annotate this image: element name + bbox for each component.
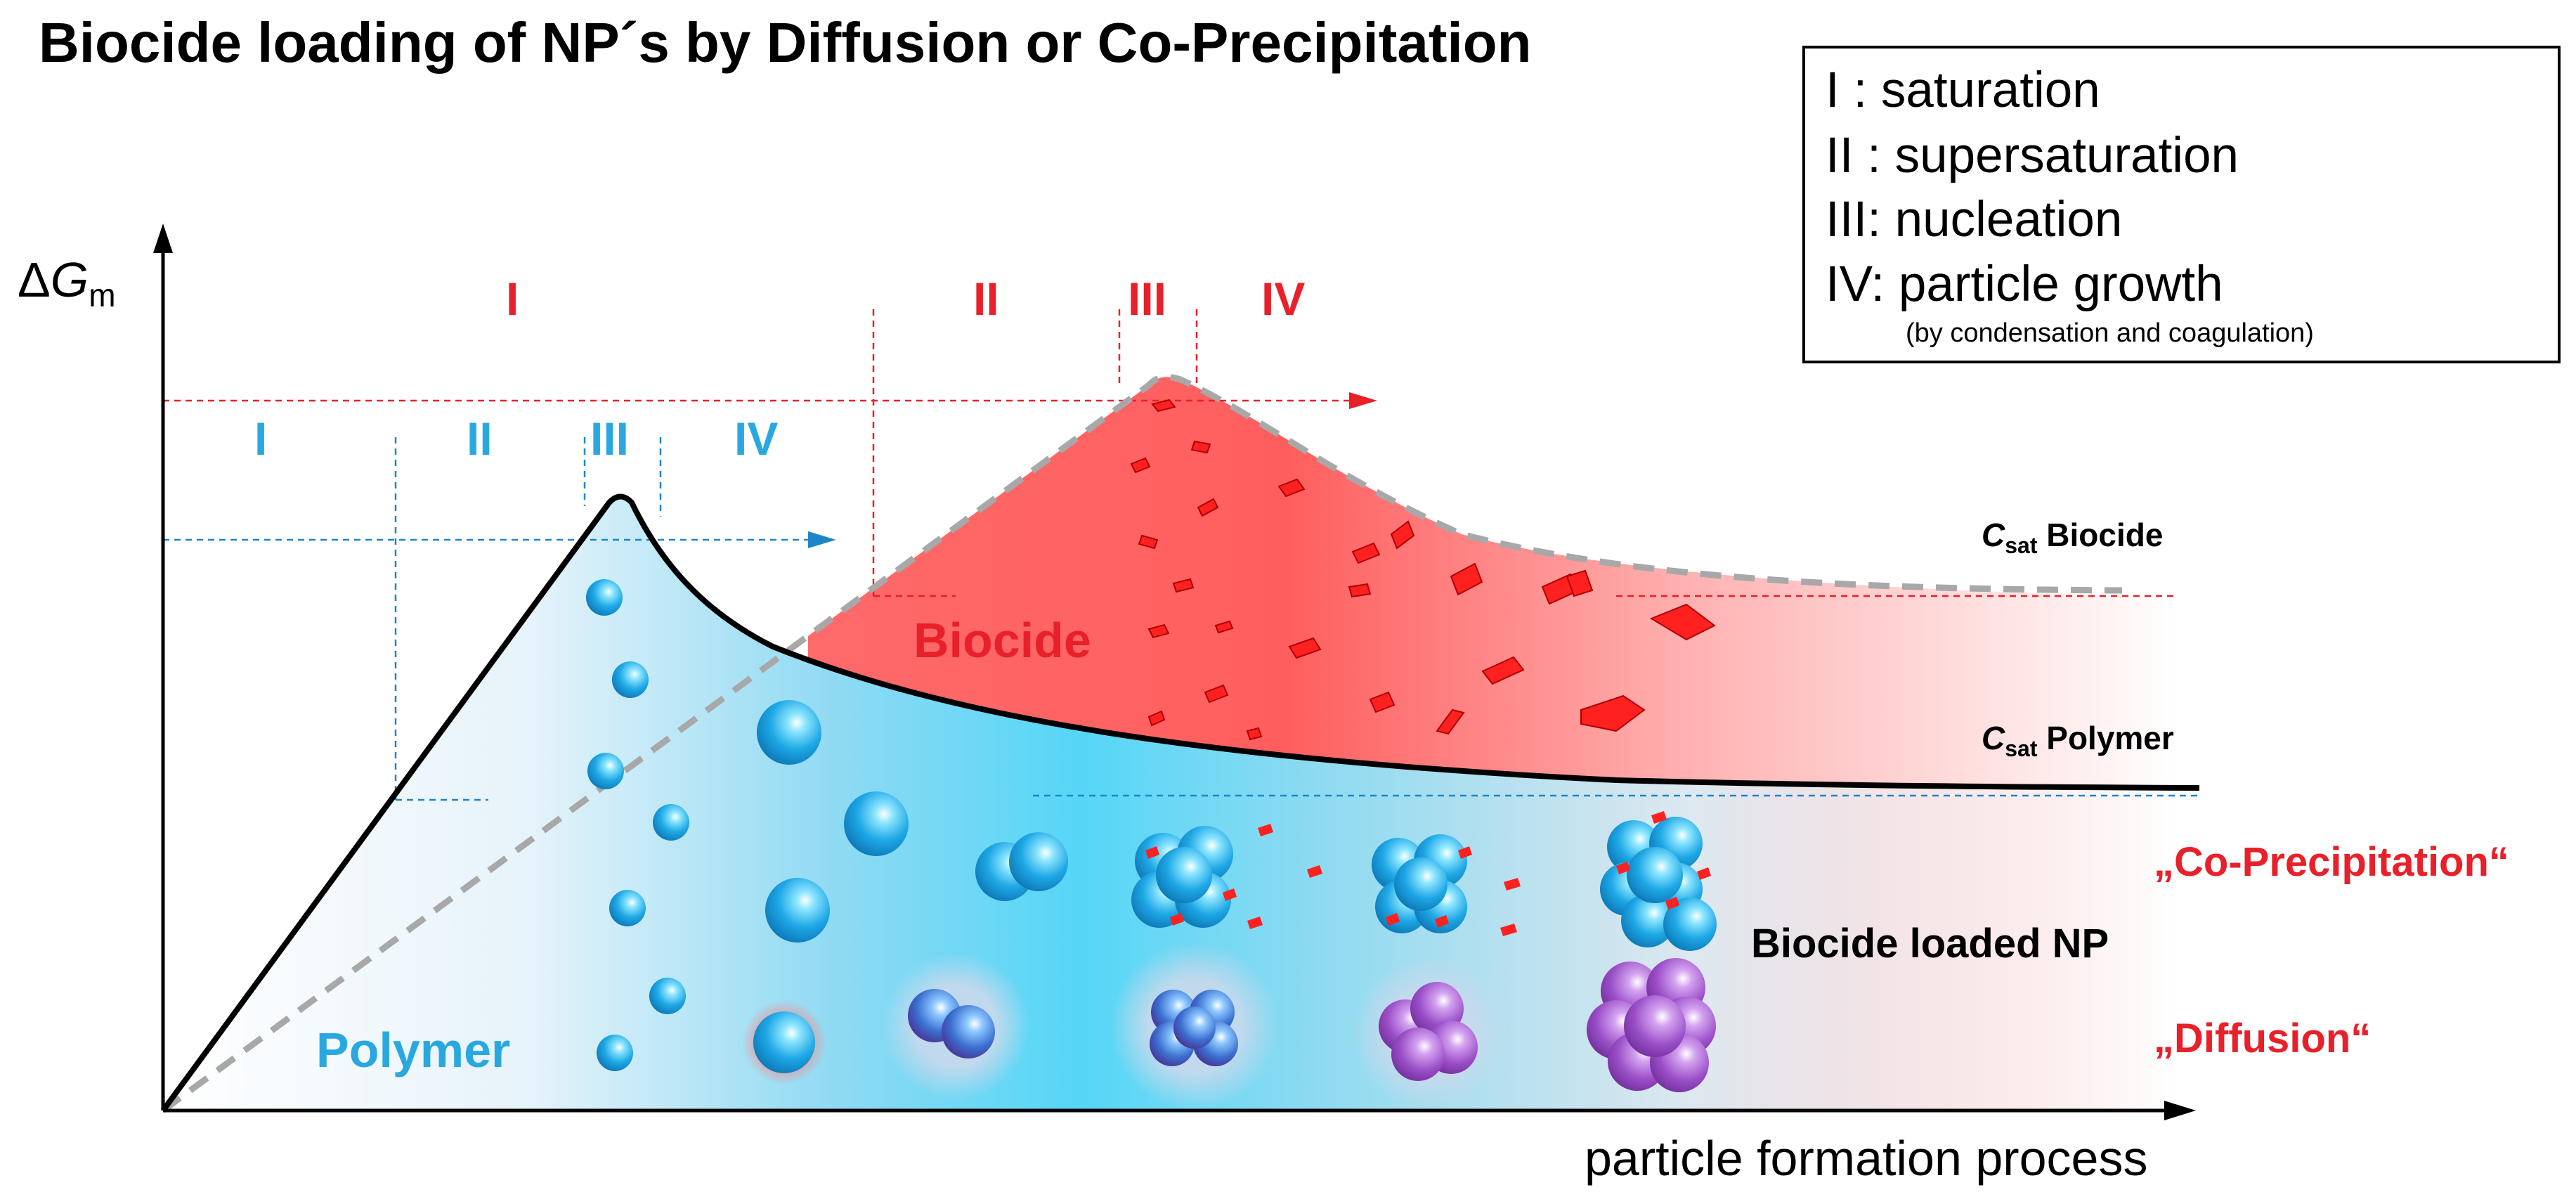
co-precipitation-label: „Co-Precipitation“ xyxy=(2154,839,2509,885)
csat-polymer-label: Csat Polymer xyxy=(1982,720,2174,761)
legend-item: II : supersaturation xyxy=(1826,128,2239,183)
polymer-phase-label: IV xyxy=(734,413,778,465)
polymer-region-label: Polymer xyxy=(316,1023,510,1077)
diagram-title: Biocide loading of NP´s by Diffusion or … xyxy=(39,11,1532,74)
biocide-guides xyxy=(163,309,2178,597)
axes xyxy=(153,224,2196,1120)
biocide-arrowhead xyxy=(1349,392,1377,409)
legend-item: III: nucleation xyxy=(1826,192,2122,247)
legend-item: IV: particle growth xyxy=(1826,257,2223,312)
biocide-phase-label: II xyxy=(973,273,999,325)
polymer-phase-label: III xyxy=(590,413,629,465)
polymer-phase-label: II xyxy=(467,413,493,465)
polymer-phase-label: I xyxy=(254,413,267,465)
biocide-phase-label: III xyxy=(1128,273,1166,325)
co-precipitation-clusters xyxy=(1131,811,1717,951)
biocide-region-label: Biocide xyxy=(913,613,1091,668)
csat-biocide-label: Csat Biocide xyxy=(1982,517,2163,558)
polymer-arrowhead xyxy=(808,531,836,548)
diffusion-label: „Diffusion“ xyxy=(2154,1016,2371,1061)
diffusion-particles xyxy=(597,942,1716,1111)
legend-box: I : saturation II : supersaturation III:… xyxy=(1802,46,2561,363)
x-axis-label: particle formation process xyxy=(1585,1131,2147,1186)
biocide-loaded-np-label: Biocide loaded NP xyxy=(1751,921,2109,966)
biocide-phase-label: I xyxy=(506,273,519,325)
legend-item: I : saturation xyxy=(1826,63,2100,118)
y-axis-label: ΔGm xyxy=(18,252,116,313)
biocide-crystals xyxy=(1130,399,1716,741)
legend-note: (by condensation and coagulation) xyxy=(1906,318,2314,348)
biocide-phase-label: IV xyxy=(1261,273,1305,325)
polymer-particles xyxy=(586,579,1068,943)
polymer-saturation-curve xyxy=(160,493,2200,1113)
polymer-region xyxy=(163,496,2199,1111)
polymer-guides xyxy=(163,437,2199,801)
biocide-saturation-curve xyxy=(161,373,2123,1113)
